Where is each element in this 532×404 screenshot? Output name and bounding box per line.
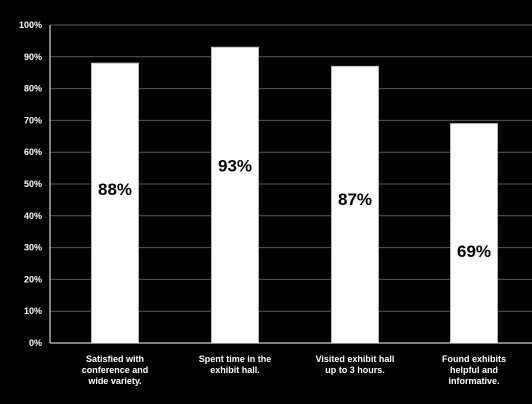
bar-data-label: 88% bbox=[98, 180, 132, 199]
y-tick-label: 80% bbox=[24, 84, 42, 94]
y-tick-label: 0% bbox=[29, 338, 42, 348]
x-category-label: Spent time in the exhibit hall. bbox=[199, 354, 272, 375]
y-tick-label: 90% bbox=[24, 52, 42, 62]
data-labels: 88% 93% 87% 69% bbox=[98, 157, 491, 261]
x-axis: Satisfied with conference and wide variety… bbox=[50, 342, 532, 386]
x-category-label: Visited exhibit hall up to 3 hours. bbox=[316, 354, 395, 375]
y-axis: 0% 10% 20% 30% 40% 50% 60% 70% 80% 90% 100% bbox=[19, 20, 51, 348]
y-tick-label: 60% bbox=[24, 147, 42, 157]
y-tick-label: 50% bbox=[24, 179, 42, 189]
bar-data-label: 87% bbox=[338, 190, 372, 209]
bar-data-label: 69% bbox=[457, 242, 491, 261]
bar bbox=[331, 65, 379, 344]
bar bbox=[450, 123, 498, 344]
y-tick-label: 70% bbox=[24, 115, 42, 125]
bar bbox=[91, 62, 139, 344]
y-tick-label: 20% bbox=[24, 274, 42, 284]
y-tick-label: 10% bbox=[24, 306, 42, 316]
x-category-label: Found exhibits helpful and informative. bbox=[442, 354, 506, 386]
y-tick-label: 30% bbox=[24, 243, 42, 253]
y-tick-label: 100% bbox=[19, 20, 42, 30]
bar bbox=[211, 46, 259, 344]
y-tick-label: 40% bbox=[24, 211, 42, 221]
bar-data-label: 93% bbox=[218, 157, 252, 176]
bars bbox=[91, 46, 498, 344]
x-category-label: Satisfied with conference and wide variety… bbox=[82, 354, 149, 386]
